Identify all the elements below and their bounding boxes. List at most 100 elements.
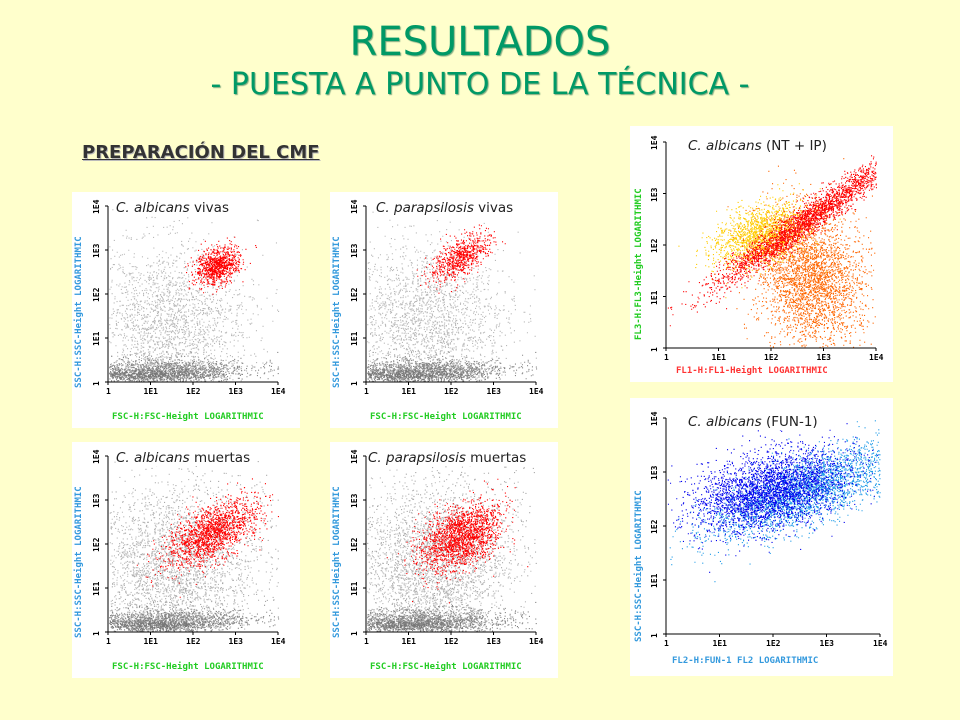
x-tick-label: 1E3 — [486, 637, 501, 646]
y-tick-label: 1E4 — [350, 449, 359, 464]
debris-events — [109, 457, 279, 632]
x-tick-label: 1E3 — [486, 387, 501, 396]
y-tick-label: 1E4 — [650, 135, 659, 150]
gated-events — [667, 155, 877, 327]
page-title: RESULTADOS — [349, 19, 611, 65]
plot-albicans-fun1: C. albicans (FUN-1) SSC-H:SSC-Height LOG… — [630, 398, 893, 676]
x-tick-label: 1E1 — [143, 637, 158, 646]
debris-base-events — [367, 600, 537, 633]
x-tick-label: 1E2 — [764, 353, 779, 362]
plot-albicans-nt-ip: C. albicans (NT + IP) FL3-H:FL3-Height L… — [630, 126, 893, 382]
debris-base-events — [367, 614, 518, 632]
x-axis-label: FSC-H:FSC-Height LOGARITHMIC — [112, 662, 264, 672]
x-tick-label: 1 — [364, 637, 369, 646]
y-axis-label: SSC-H:SSC-Height LOGARITHMIC — [74, 236, 84, 388]
plot-label: C. albicans muertas — [116, 450, 251, 466]
x-tick-label: 1E2 — [186, 637, 201, 646]
plot-label: C. albicans vivas — [116, 200, 229, 216]
x-tick-label: 1 — [106, 387, 111, 396]
y-tick-label: 1E2 — [350, 537, 359, 552]
scatter-plot-canvas — [363, 455, 537, 635]
y-axis-label: SSC-H:SSC-Height LOGARITHMIC — [74, 486, 84, 638]
x-tick-label: 1E4 — [271, 637, 286, 646]
y-tick-label: 1E1 — [650, 290, 659, 305]
x-tick-label: 1E1 — [401, 387, 416, 396]
plot-axes — [663, 141, 877, 351]
x-axis-label: FL1-H:FL1-Height LOGARITHMIC — [676, 366, 828, 376]
debris-base-events — [110, 366, 228, 383]
plot-axes — [105, 205, 279, 385]
scatter-plot-canvas — [663, 417, 881, 637]
x-tick-label: 1E1 — [711, 353, 726, 362]
plot-axes — [663, 417, 881, 637]
x-tick-label: 1E3 — [819, 639, 834, 648]
plot-albicans-muertas: C. albicans muertas SSC-H:SSC-Height LOG… — [72, 442, 300, 678]
plot-label: C. parapsilosis vivas — [376, 200, 514, 216]
plot-label: C. albicans (NT + IP) — [688, 138, 827, 154]
y-tick-label: 1 — [92, 381, 101, 386]
species-name: C. albicans — [116, 450, 190, 466]
y-axis-label: SSC-H:SSC-Height LOGARITHMIC — [332, 236, 342, 388]
y-tick-label: 1E2 — [650, 238, 659, 253]
x-tick-label: 1E3 — [816, 353, 831, 362]
gated-events — [386, 478, 529, 604]
scatter-plot-canvas — [105, 455, 280, 635]
y-tick-label: 1E1 — [92, 581, 101, 596]
x-tick-label: 1E4 — [529, 387, 544, 396]
x-tick-label: 1 — [664, 353, 669, 362]
y-tick-label: 1E2 — [350, 287, 359, 302]
scatter-plot-canvas — [663, 141, 877, 351]
sample-state: (NT + IP) — [765, 138, 827, 154]
x-tick-label: 1E1 — [712, 639, 727, 648]
y-tick-label: 1E4 — [350, 199, 359, 214]
x-tick-label: 1E1 — [143, 387, 158, 396]
plot-parapsilosis-vivas: C. parapsilosis vivas SSC-H:SSC-Height L… — [330, 192, 558, 428]
x-tick-label: 1E1 — [401, 637, 416, 646]
sample-state: muertas — [193, 450, 251, 466]
gated-events — [185, 236, 257, 295]
x-tick-label: 1E4 — [529, 637, 544, 646]
y-axis-label: FL3-H:FL3-Height LOGARITHMIC — [634, 188, 644, 340]
y-tick-label: 1E3 — [350, 493, 359, 508]
y-tick-label: 1E4 — [650, 411, 659, 426]
x-axis-label: FL2-H:FUN-1 FL2 LOGARITHMIC — [672, 656, 819, 666]
y-tick-label: 1E3 — [650, 187, 659, 202]
y-axis-label: SSC-H:SSC-Height LOGARITHMIC — [634, 490, 644, 642]
x-axis-label: FSC-H:FSC-Height LOGARITHMIC — [370, 412, 522, 422]
y-tick-label: 1 — [650, 633, 659, 638]
x-tick-label: 1E3 — [228, 387, 243, 396]
x-tick-label: 1E3 — [228, 637, 243, 646]
y-tick-label: 1E2 — [650, 519, 659, 534]
debris-events — [109, 207, 280, 382]
debris-base-events — [109, 615, 249, 633]
debris-base-events — [109, 601, 280, 632]
sample-state: muertas — [470, 450, 527, 466]
scatter-plot-canvas — [105, 205, 280, 385]
y-tick-label: 1E2 — [92, 537, 101, 552]
x-axis-label: FSC-H:FSC-Height LOGARITHMIC — [112, 412, 264, 422]
y-tick-label: 1 — [650, 347, 659, 352]
scatter-plot-canvas — [363, 205, 538, 385]
section-heading: PREPARACIÓN DEL CMF — [82, 142, 320, 163]
dead-cell-events — [722, 158, 876, 348]
gated-events — [136, 478, 279, 598]
debris-events — [367, 207, 537, 382]
x-axis-label: FSC-H:FSC-Height LOGARITHMIC — [370, 662, 522, 672]
x-tick-label: 1E4 — [873, 639, 888, 648]
debris-base-events — [367, 366, 489, 383]
x-tick-label: 1 — [106, 637, 111, 646]
y-tick-label: 1 — [92, 631, 101, 636]
sample-state: vivas — [193, 200, 229, 216]
species-name: C. parapsilosis — [376, 200, 474, 216]
x-tick-label: 1E2 — [444, 387, 459, 396]
sample-state: (FUN-1) — [765, 414, 818, 430]
y-tick-label: 1E1 — [92, 331, 101, 346]
x-tick-label: 1E2 — [766, 639, 781, 648]
debris-base-events — [367, 351, 538, 382]
y-tick-label: 1E2 — [92, 287, 101, 302]
x-tick-label: 1 — [364, 387, 369, 396]
y-tick-label: 1E1 — [350, 331, 359, 346]
y-tick-label: 1E3 — [92, 243, 101, 258]
plot-axes — [363, 205, 537, 385]
x-tick-label: 1E2 — [444, 637, 459, 646]
